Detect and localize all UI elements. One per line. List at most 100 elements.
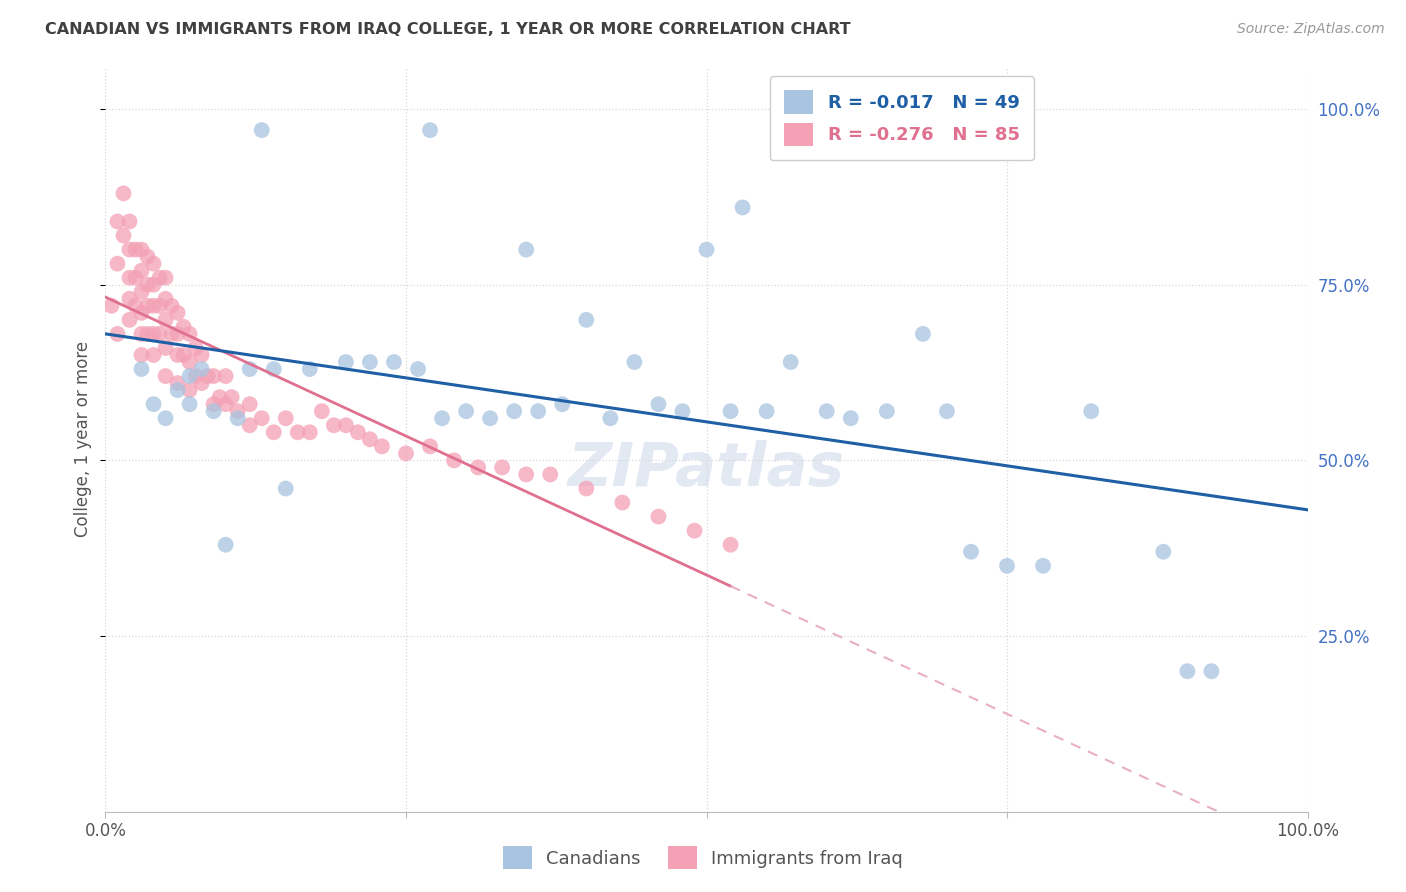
Point <box>118 270 141 285</box>
Point <box>527 404 550 418</box>
Point <box>335 355 357 369</box>
Point <box>1152 545 1174 559</box>
Point <box>142 299 165 313</box>
Point <box>155 341 177 355</box>
Point <box>107 257 129 271</box>
Point <box>419 439 441 453</box>
Point <box>876 404 898 418</box>
Point <box>131 306 153 320</box>
Point <box>184 341 207 355</box>
Point <box>239 362 262 376</box>
Point <box>214 538 236 552</box>
Legend: Canadians, Immigrants from Iraq: Canadians, Immigrants from Iraq <box>494 838 912 879</box>
Point <box>124 299 146 313</box>
Text: Source: ZipAtlas.com: Source: ZipAtlas.com <box>1237 22 1385 37</box>
Point <box>311 404 333 418</box>
Point <box>226 411 249 425</box>
Point <box>214 369 236 384</box>
Point <box>166 326 188 341</box>
Point <box>107 214 129 228</box>
Point <box>142 277 165 292</box>
Point <box>274 411 297 425</box>
Point <box>1032 558 1054 573</box>
Point <box>263 425 285 440</box>
Point <box>124 270 146 285</box>
Point <box>221 390 243 404</box>
Point <box>287 425 309 440</box>
Point <box>160 326 183 341</box>
Point <box>155 270 177 285</box>
Point <box>359 355 381 369</box>
Point <box>430 411 453 425</box>
Point <box>382 355 405 369</box>
Point <box>173 348 195 362</box>
Point <box>755 404 778 418</box>
Point <box>250 123 273 137</box>
Point <box>298 362 321 376</box>
Legend: R = -0.017   N = 49, R = -0.276   N = 85: R = -0.017 N = 49, R = -0.276 N = 85 <box>770 76 1033 161</box>
Point <box>1201 664 1223 678</box>
Point <box>419 123 441 137</box>
Point <box>148 270 170 285</box>
Point <box>190 362 212 376</box>
Point <box>359 433 381 447</box>
Point <box>720 538 742 552</box>
Point <box>184 369 207 384</box>
Point <box>131 348 153 362</box>
Point <box>112 228 135 243</box>
Point <box>112 186 135 201</box>
Point <box>131 362 153 376</box>
Point <box>118 214 141 228</box>
Point <box>148 299 170 313</box>
Point <box>118 313 141 327</box>
Point <box>731 201 754 215</box>
Point <box>623 355 645 369</box>
Point <box>298 425 321 440</box>
Point <box>136 250 159 264</box>
Point <box>575 482 598 496</box>
Point <box>503 404 526 418</box>
Point <box>100 299 122 313</box>
Point <box>136 299 159 313</box>
Point <box>131 326 153 341</box>
Point <box>173 319 195 334</box>
Point <box>131 243 153 257</box>
Point <box>250 411 273 425</box>
Point <box>960 545 983 559</box>
Point <box>443 453 465 467</box>
Point <box>406 362 429 376</box>
Point <box>454 404 477 418</box>
Point <box>142 326 165 341</box>
Point <box>720 404 742 418</box>
Point <box>166 376 188 390</box>
Point <box>263 362 285 376</box>
Point <box>197 369 219 384</box>
Point <box>179 383 201 397</box>
Point <box>538 467 561 482</box>
Point <box>1080 404 1102 418</box>
Point <box>142 397 165 411</box>
Text: CANADIAN VS IMMIGRANTS FROM IRAQ COLLEGE, 1 YEAR OR MORE CORRELATION CHART: CANADIAN VS IMMIGRANTS FROM IRAQ COLLEGE… <box>45 22 851 37</box>
Point <box>239 397 262 411</box>
Point <box>107 326 129 341</box>
Point <box>142 257 165 271</box>
Point <box>599 411 621 425</box>
Point <box>671 404 693 418</box>
Point <box>155 292 177 306</box>
Point <box>612 495 634 509</box>
Point <box>647 397 669 411</box>
Point <box>179 326 201 341</box>
Point <box>335 418 357 433</box>
Point <box>160 299 183 313</box>
Point <box>131 285 153 299</box>
Point <box>190 376 212 390</box>
Point <box>148 326 170 341</box>
Point <box>274 482 297 496</box>
Point <box>911 326 934 341</box>
Point <box>995 558 1018 573</box>
Point <box>118 292 141 306</box>
Point <box>322 418 344 433</box>
Point <box>136 277 159 292</box>
Point <box>515 243 537 257</box>
Point <box>124 243 146 257</box>
